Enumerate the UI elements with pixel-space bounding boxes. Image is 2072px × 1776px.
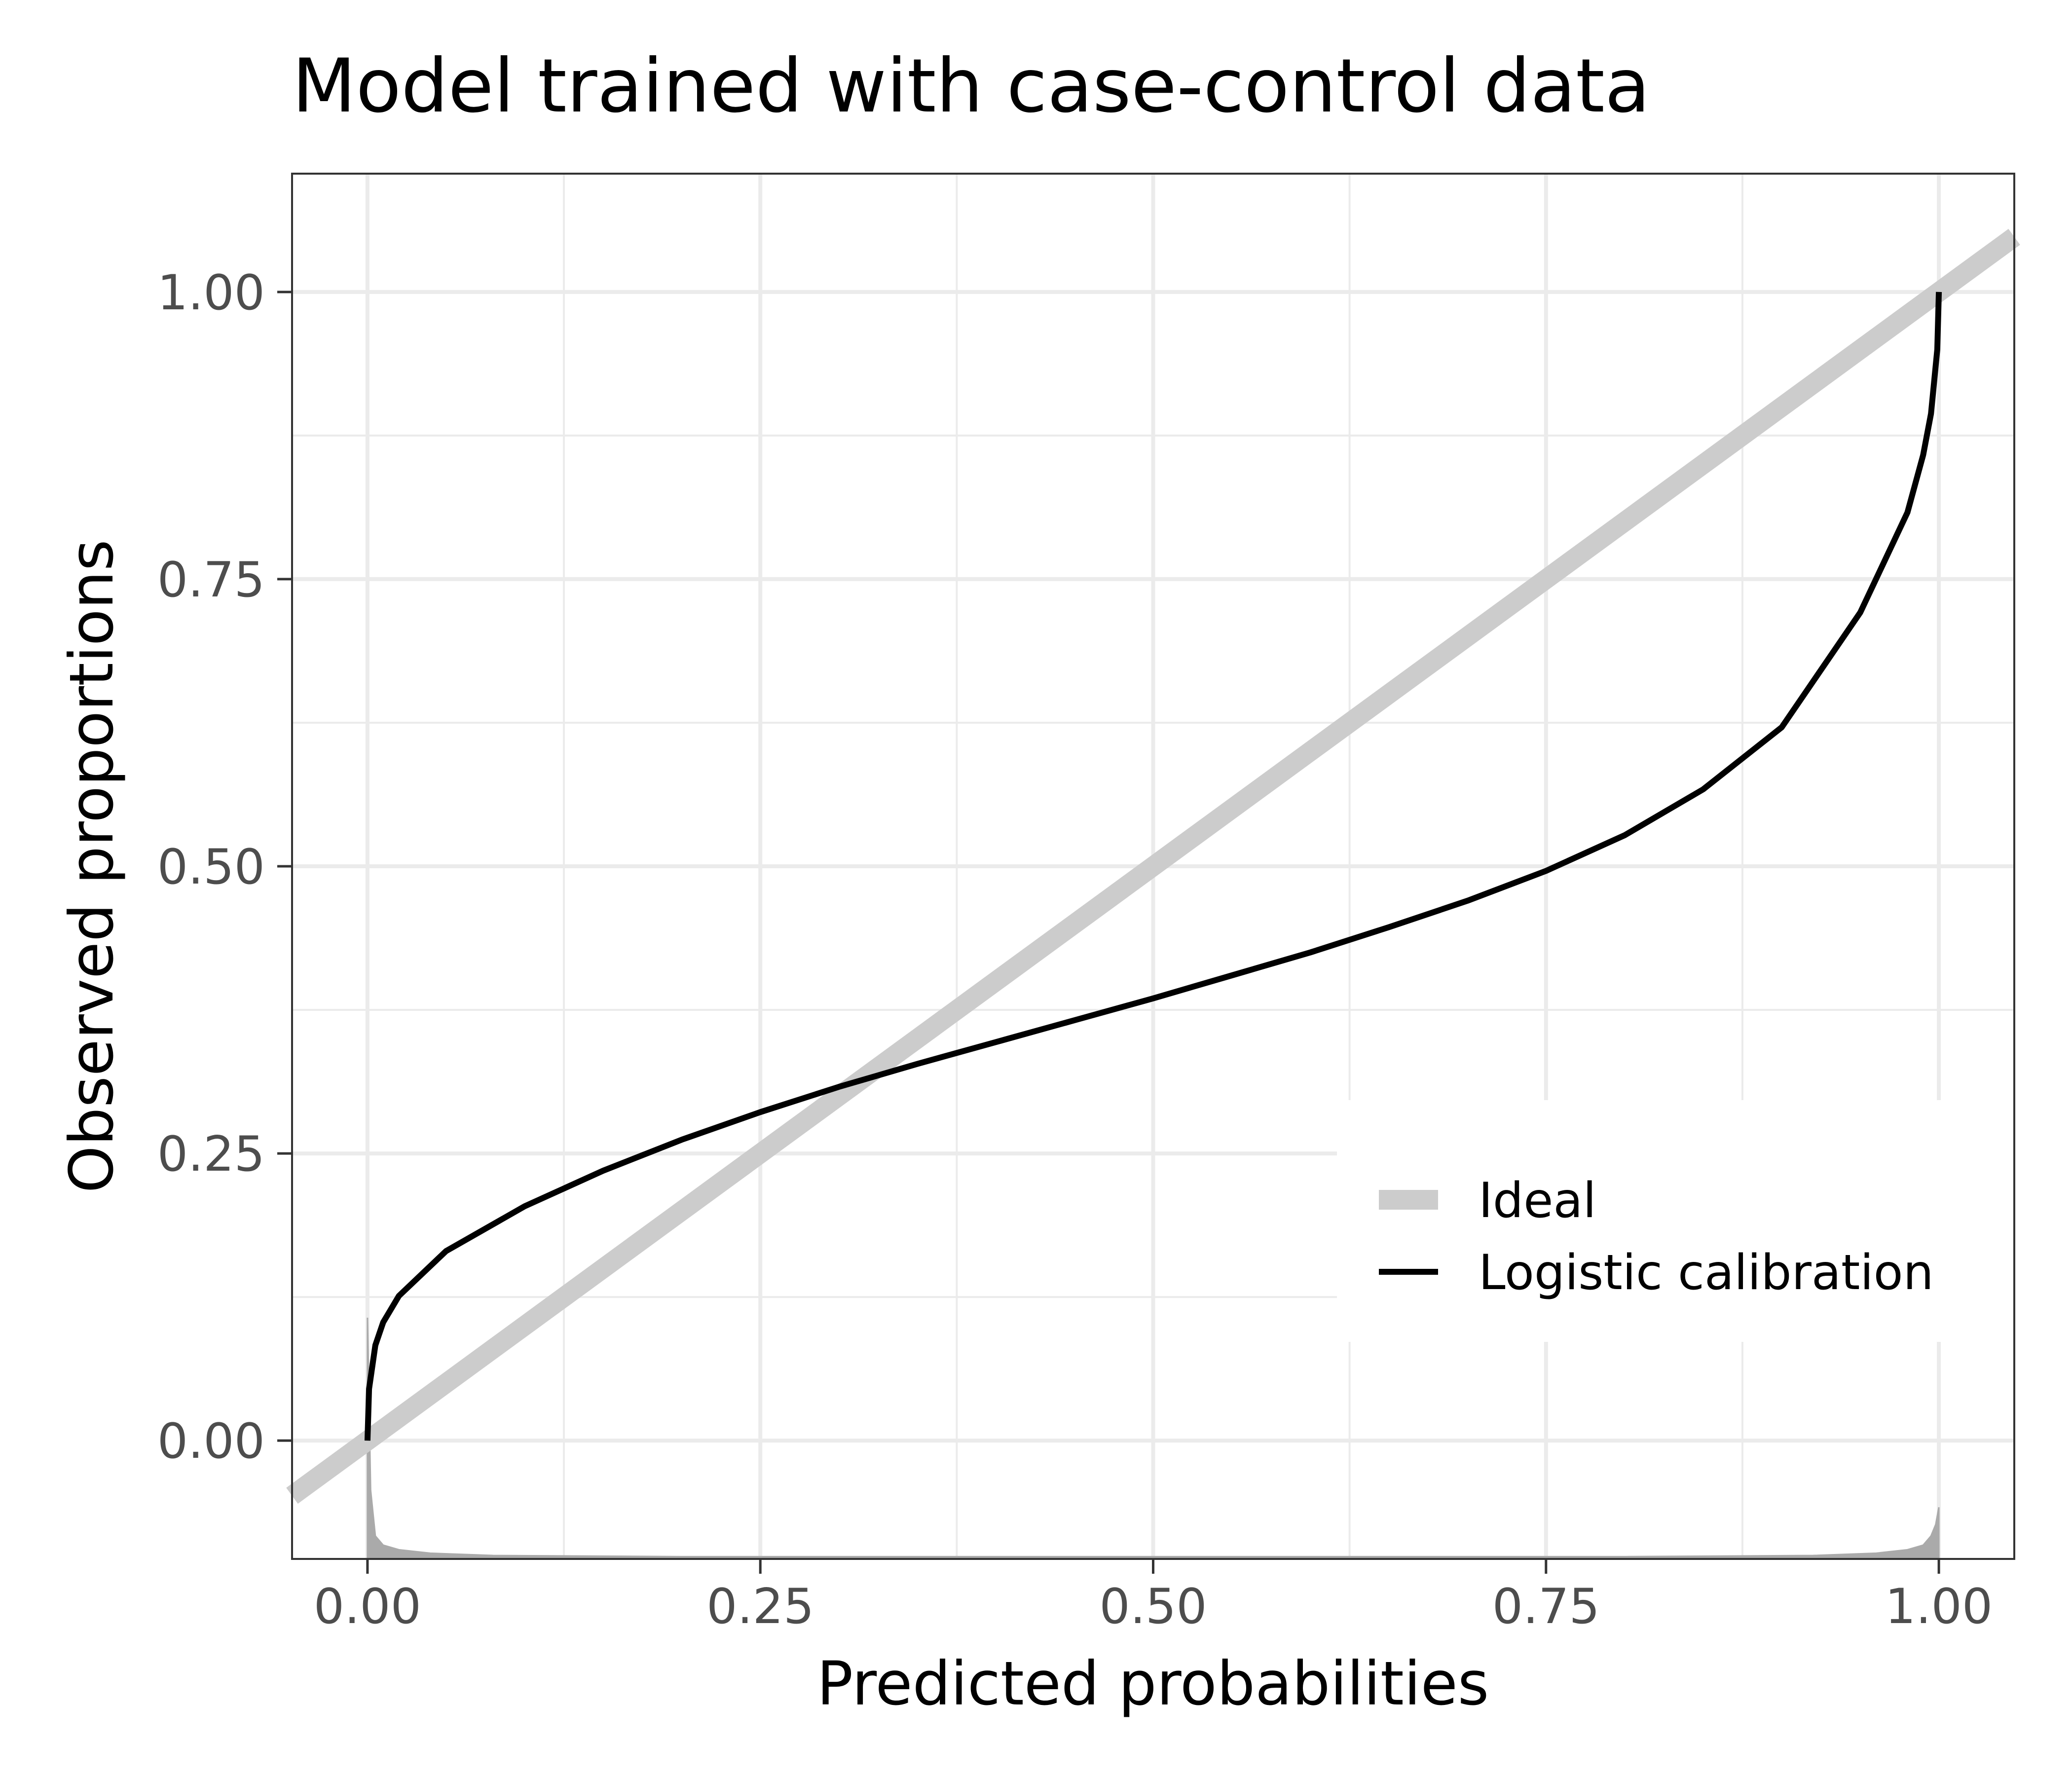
y-tick-label: 0.00 bbox=[157, 1413, 265, 1470]
y-axis-label: Observed proportions bbox=[57, 540, 127, 1193]
y-tick-label: 0.25 bbox=[157, 1126, 265, 1183]
chart-title: Model trained with case-control data bbox=[292, 43, 1650, 129]
series-layer bbox=[286, 228, 2020, 1504]
x-tick-label: 0.75 bbox=[1492, 1579, 1600, 1635]
rug-histogram bbox=[367, 1318, 1940, 1560]
legend-label: Ideal bbox=[1479, 1173, 1596, 1229]
legend-label: Logistic calibration bbox=[1479, 1245, 1934, 1301]
x-tick-label: 0.50 bbox=[1099, 1579, 1207, 1635]
rug-histogram-area bbox=[367, 1318, 1940, 1560]
y-tick-label: 1.00 bbox=[157, 265, 265, 321]
x-axis-label: Predicted probabilities bbox=[817, 1649, 1489, 1719]
legend: Ideal Logistic calibration bbox=[1337, 1100, 2023, 1342]
x-axis-ticks: 0.00 0.25 0.50 0.75 1.00 bbox=[314, 1559, 1993, 1635]
legend-background bbox=[1337, 1100, 2023, 1342]
logistic-calibration-line bbox=[364, 292, 1942, 1441]
x-tick-label: 1.00 bbox=[1885, 1579, 1993, 1635]
y-tick-label: 0.50 bbox=[157, 839, 265, 895]
y-axis-ticks: 0.00 0.25 0.50 0.75 1.00 bbox=[157, 265, 292, 1470]
x-tick-label: 0.00 bbox=[314, 1579, 421, 1635]
ideal-line bbox=[286, 228, 2020, 1504]
y-tick-label: 0.75 bbox=[157, 552, 265, 608]
x-tick-label: 0.25 bbox=[706, 1579, 814, 1635]
